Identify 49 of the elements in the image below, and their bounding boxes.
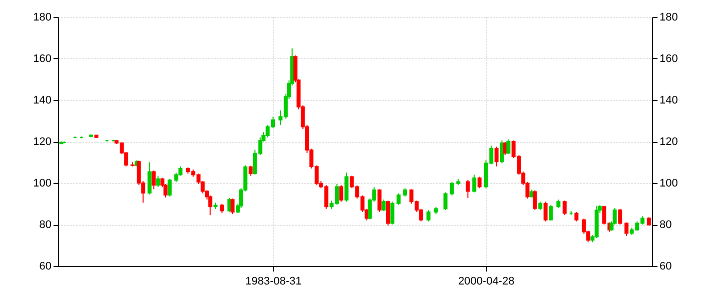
candlestick — [426, 209, 430, 222]
candlestick — [339, 184, 344, 202]
candlestick — [168, 178, 172, 197]
candlestick — [152, 170, 156, 190]
y2-tick-label: 60 — [660, 260, 672, 272]
candlestick — [548, 204, 553, 221]
candlestick — [248, 165, 253, 176]
candlestick — [506, 138, 510, 154]
candlestick — [544, 201, 548, 222]
candlestick — [230, 198, 235, 215]
candlestick — [178, 166, 182, 176]
y2-tick-label: 180 — [660, 12, 678, 24]
x-tick-label: 2000-04-28 — [458, 276, 514, 288]
y2-tick-label: 80 — [660, 219, 672, 231]
candlestick — [618, 208, 622, 225]
candlestick — [396, 192, 401, 206]
y2-tick-label: 140 — [660, 94, 678, 106]
candlestick — [208, 194, 212, 216]
candlestick — [174, 172, 178, 182]
candlestick — [562, 200, 567, 216]
candlestick — [532, 190, 537, 210]
y-tick-label: 180 — [33, 12, 52, 24]
y2-tick-label: 120 — [660, 136, 678, 148]
y-tick-label: 80 — [39, 219, 52, 231]
candlestick — [450, 181, 454, 196]
candlestick — [390, 201, 394, 225]
candlestick — [344, 172, 348, 202]
y-tick-label: 120 — [33, 136, 52, 148]
candlestick — [466, 179, 470, 198]
y-tick-label: 160 — [33, 53, 52, 65]
y-tick-label: 60 — [39, 260, 52, 272]
candlestick — [220, 203, 224, 214]
candlestick — [574, 212, 578, 222]
candlestick — [443, 192, 448, 210]
y2-tick-label: 100 — [660, 178, 678, 190]
candlestick — [386, 200, 390, 226]
y-tick-label: 140 — [33, 94, 52, 106]
candlestick — [156, 175, 160, 188]
y-tick-label: 100 — [33, 178, 52, 190]
candlestick — [148, 162, 152, 195]
candlestick — [478, 176, 482, 189]
candlestick — [378, 188, 382, 213]
x-tick-label: 1983-08-31 — [245, 276, 302, 288]
candlestick — [503, 141, 508, 156]
candlestick — [382, 199, 386, 212]
y2-tick-label: 160 — [660, 53, 678, 65]
candlestick — [624, 222, 628, 236]
candlestick — [472, 174, 476, 193]
candlestick — [494, 146, 499, 167]
